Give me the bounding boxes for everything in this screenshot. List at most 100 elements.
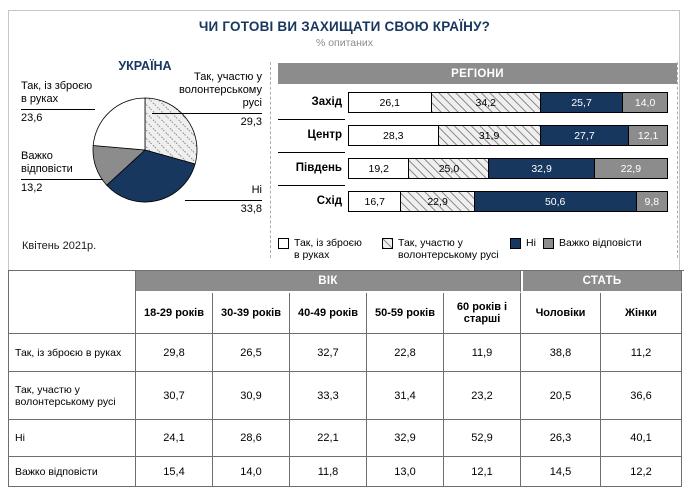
table-value-cell: 20,5	[521, 372, 601, 420]
table-column-header: 30-39 років	[213, 293, 290, 334]
panel-divider-left	[270, 62, 271, 258]
table-column-header: 50-59 років	[367, 293, 444, 334]
table-value-cell: 30,9	[213, 372, 290, 420]
region-separator-line	[278, 152, 345, 153]
region-stacked-bar: 16,7 22,9 50,6 9,8	[348, 191, 668, 212]
table-row-label: Важко відповісти	[9, 457, 136, 487]
pie-callout-no-value: 33,8	[240, 203, 262, 215]
bar-segment-gray: 12,1	[629, 125, 668, 146]
table-value-cell: 23,2	[444, 372, 521, 420]
bar-segment-hatch: 34,2	[431, 92, 541, 113]
table-value-cell: 14,5	[521, 457, 601, 487]
table-row-label: Так, із зброєю в руках	[9, 334, 136, 372]
table-value-cell: 38,8	[521, 334, 601, 372]
pie-slice-white	[92, 97, 146, 151]
table-value-cell: 22,8	[367, 334, 444, 372]
table-row-label: Ні	[9, 420, 136, 457]
legend-swatch-hatch-icon	[382, 238, 393, 249]
bar-segment-navy: 32,9	[489, 158, 595, 179]
region-label: Схід	[316, 195, 342, 207]
table-group-header-age: ВІК	[136, 271, 521, 293]
table-column-header: 40-49 років	[290, 293, 367, 334]
table-column-header: 60 років і старші	[444, 293, 521, 334]
pie-callout-no-label: Ні	[185, 184, 262, 201]
region-separator-line	[278, 185, 345, 186]
legend-label-volunteer: Так, участю у волонтерському русі	[398, 237, 499, 261]
table-column-header: Жінки	[601, 293, 682, 334]
legend-swatch-gray-icon	[543, 238, 554, 249]
regions-section-title: РЕГІОНИ	[278, 63, 677, 84]
table-value-cell: 30,7	[136, 372, 213, 420]
pie-slice-navy	[106, 149, 196, 203]
pie-callout-armed-label: Так, із зброєю в руках	[21, 80, 95, 110]
table-value-cell: 12,2	[601, 457, 682, 487]
table-column-header: 18-29 років	[136, 293, 213, 334]
page-subtitle: % опитаних	[315, 37, 374, 49]
legend-label-hard: Важко відповісти	[559, 237, 642, 249]
region-row-3: Південь 19,2 25,0 32,9 22,9	[278, 158, 668, 179]
legend-item-no: Ні	[510, 237, 536, 249]
table-column-header: Чоловіки	[521, 293, 601, 334]
table-value-cell: 11,8	[290, 457, 367, 487]
ukraine-section-title: УКРАЇНА	[118, 59, 172, 73]
table-value-cell: 52,9	[444, 420, 521, 457]
table-value-cell: 11,9	[444, 334, 521, 372]
table-row-label: Так, участю у волонтерському русі	[9, 372, 136, 420]
table-value-cell: 31,4	[367, 372, 444, 420]
pie-callout-hard-label: Важко відповісти	[21, 150, 103, 180]
legend-label-armed: Так, із зброєю в руках	[294, 237, 362, 261]
bar-segment-white: 16,7	[348, 191, 402, 212]
bar-segment-hatch: 31,9	[438, 125, 541, 146]
survey-date: Квітень 2021р.	[22, 240, 97, 252]
table-value-cell: 29,8	[136, 334, 213, 372]
region-separator-line	[278, 119, 345, 120]
pie-slice-hatch	[144, 97, 198, 165]
region-label: Центр	[307, 129, 342, 141]
region-row-2: Центр 28,3 31,9 27,7 12,1	[278, 125, 668, 146]
table-value-cell: 26,5	[213, 334, 290, 372]
table-value-cell: 32,9	[367, 420, 444, 457]
legend-item-volunteer: Так, участю у волонтерському русі	[382, 237, 499, 261]
table-corner-cell	[9, 271, 136, 334]
table-value-cell: 13,0	[367, 457, 444, 487]
table-value-cell: 14,0	[213, 457, 290, 487]
region-label: Захід	[311, 96, 343, 108]
bar-segment-white: 28,3	[348, 125, 439, 146]
panel-divider-right	[677, 62, 678, 258]
table-value-cell: 32,7	[290, 334, 367, 372]
pie-callout-no: Ні 33,8	[185, 184, 262, 216]
page-title: ЧИ ГОТОВІ ВИ ЗАХИЩАТИ СВОЮ КРАЇНУ?	[198, 19, 491, 34]
pie-callout-volunteer: Так, участю у волонтерському русі 29,3	[152, 71, 262, 129]
region-row-4: Схід 16,7 22,9 50,6 9,8	[278, 191, 668, 212]
legend-item-armed: Так, із зброєю в руках	[278, 237, 362, 261]
bar-segment-hatch: 22,9	[401, 191, 475, 212]
demographics-table: ВІК СТАТЬ 18-29 років 30-39 років 40-49 рокі…	[8, 270, 684, 487]
table-value-cell: 33,3	[290, 372, 367, 420]
region-label: Південь	[295, 162, 342, 174]
table-value-cell: 26,3	[521, 420, 601, 457]
table-value-cell: 15,4	[136, 457, 213, 487]
bar-segment-gray: 14,0	[623, 92, 668, 113]
region-row-1: Захід 26,1 34,2 25,7 14,0	[278, 92, 668, 113]
pie-callout-armed-value: 23,6	[21, 112, 43, 124]
table-value-cell: 36,6	[601, 372, 682, 420]
pie-callout-volunteer-value: 29,3	[240, 116, 262, 128]
pie-callout-hard: Важко відповісти 13,2	[21, 150, 103, 195]
ukraine-pie-chart	[92, 97, 198, 203]
region-stacked-bar: 28,3 31,9 27,7 12,1	[348, 125, 668, 146]
bar-segment-gray: 9,8	[636, 191, 668, 212]
legend-swatch-navy-icon	[510, 238, 521, 249]
table-value-cell: 11,2	[601, 334, 682, 372]
table-value-cell: 24,1	[136, 420, 213, 457]
bar-segment-white: 19,2	[348, 158, 410, 179]
bar-segment-navy: 50,6	[474, 191, 637, 212]
legend-swatch-white-icon	[278, 238, 289, 249]
table-group-header-gender: СТАТЬ	[521, 271, 682, 293]
bar-segment-white: 26,1	[348, 92, 432, 113]
bar-segment-navy: 27,7	[540, 125, 630, 146]
table-value-cell: 40,1	[601, 420, 682, 457]
bar-segment-gray: 22,9	[594, 158, 668, 179]
table-value-cell: 22,1	[290, 420, 367, 457]
legend-label-no: Ні	[526, 237, 536, 249]
pie-callout-armed: Так, із зброєю в руках 23,6	[21, 80, 95, 125]
